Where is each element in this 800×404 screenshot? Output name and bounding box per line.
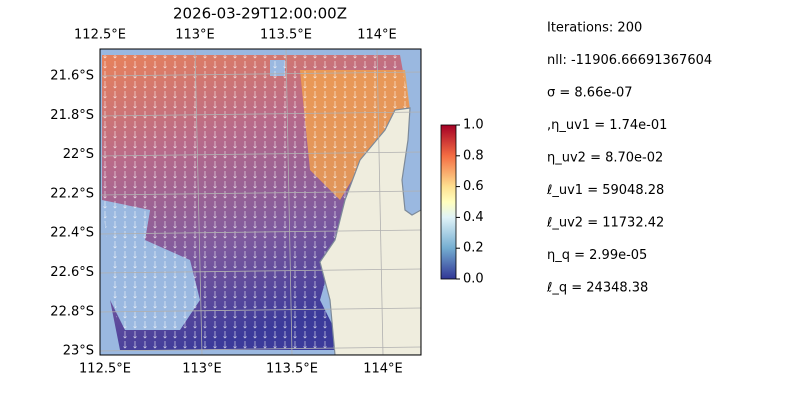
- info-text: nll: -11906.66691367604: [547, 53, 712, 68]
- info-text: ,η_uv1 = 1.74e-01: [547, 118, 667, 133]
- lat-tick-label: 22°S: [63, 147, 94, 162]
- lon-tick-label: 114°E: [357, 28, 397, 43]
- lon-tick-label: 114°E: [363, 362, 403, 377]
- lat-tick-label: 21.8°S: [50, 108, 94, 123]
- map-frame: [99, 48, 422, 356]
- colorbar-tick-label: 0.8: [463, 148, 484, 163]
- lat-tick-label: 23°S: [63, 344, 94, 359]
- map: [100, 49, 421, 355]
- colorbar: [440, 124, 457, 280]
- lon-tick-label: 113.5°E: [266, 362, 318, 377]
- info-text: ℓ_uv1 = 59048.28: [546, 183, 664, 198]
- lon-tick-label: 112.5°E: [74, 28, 126, 43]
- colorbar-tick-label: 0.2: [463, 241, 484, 256]
- info-text: ℓ_q = 24348.38: [546, 281, 648, 296]
- lon-tick-label: 113°E: [175, 28, 215, 43]
- lon-tick-label: 112.5°E: [79, 362, 131, 377]
- info-text: Iterations: 200: [547, 21, 642, 36]
- info-text: η_q = 2.99e-05: [547, 248, 647, 263]
- lon-tick-label: 113.5°E: [260, 28, 312, 43]
- lat-tick-label: 21.6°S: [50, 69, 94, 84]
- lon-tick-label: 113°E: [182, 362, 222, 377]
- colorbar-tick-label: 1.0: [463, 118, 484, 133]
- title: 2026-03-29T12:00:00Z: [173, 5, 347, 23]
- colorbar-tick-label: 0.4: [463, 210, 484, 225]
- lat-tick-label: 22.6°S: [50, 265, 94, 280]
- info-text: η_uv2 = 8.70e-02: [547, 151, 663, 166]
- info-text: σ = 8.66e-07: [547, 86, 633, 101]
- info-text: ℓ_uv2 = 11732.42: [546, 216, 664, 231]
- lat-tick-label: 22.2°S: [50, 186, 94, 201]
- lat-tick-label: 22.8°S: [50, 304, 94, 319]
- lat-tick-label: 22.4°S: [50, 226, 94, 241]
- colorbar-tick-label: 0.0: [463, 272, 484, 287]
- colorbar-tick-label: 0.6: [463, 179, 484, 194]
